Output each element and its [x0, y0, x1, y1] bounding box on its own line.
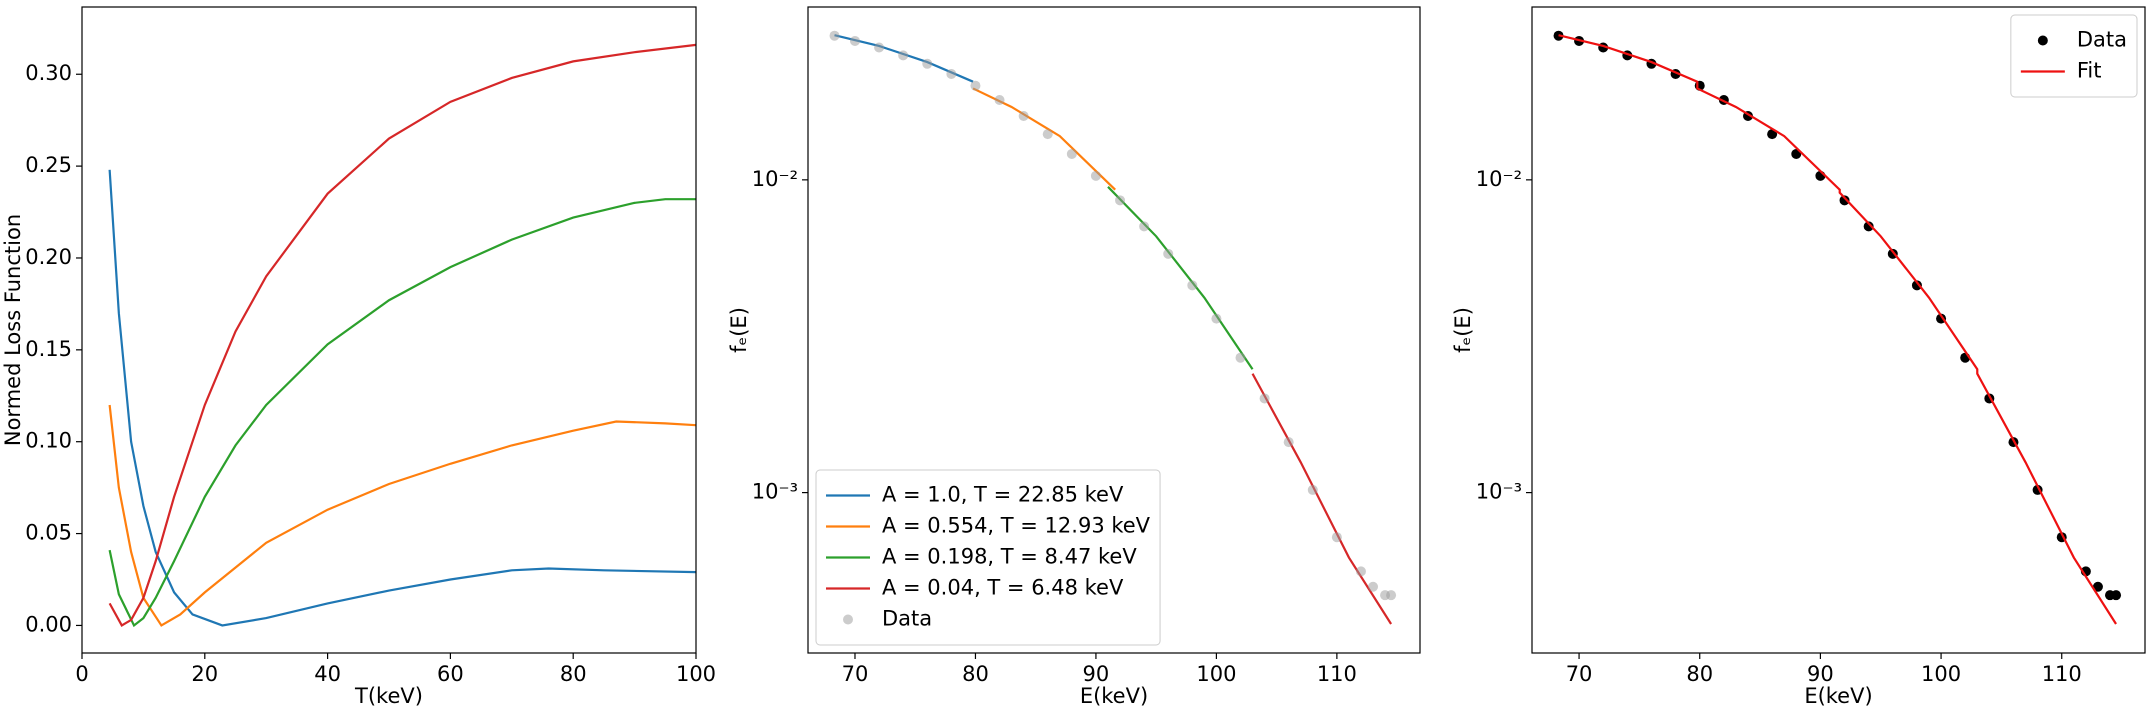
- x-tick-label: 110: [2042, 662, 2082, 686]
- legend-label: A = 0.554, T = 12.93 keV: [882, 514, 1151, 538]
- x-axis-label: T(keV): [354, 684, 423, 708]
- legend-box: [815, 469, 1161, 646]
- data-point: [1839, 195, 1850, 206]
- panel: 0 20 40 60 80 100 0.00 0.05 0.10 0.15 0.20 0.25 0.30…: [1, 6, 716, 708]
- series-line: [108, 198, 696, 628]
- series-line: [108, 404, 697, 627]
- data-point: [1187, 280, 1198, 291]
- x-tick-label: 100: [1921, 662, 1961, 686]
- data-point: [849, 35, 860, 46]
- y-tick-label: 10⁻³: [1476, 480, 1522, 504]
- legend-label: Data: [2077, 28, 2127, 52]
- y-tick-label: 0.30: [25, 61, 72, 85]
- x-tick-label: 90: [1083, 662, 1110, 686]
- data-point: [874, 42, 885, 53]
- y-tick-label: 10⁻²: [752, 167, 798, 191]
- y-tick-label: 0.25: [25, 153, 72, 177]
- y-tick-label: 10⁻³: [752, 480, 798, 504]
- data-point: [1066, 148, 1077, 159]
- legend-box: [2010, 14, 2138, 98]
- y-tick-label: 0.15: [25, 337, 72, 361]
- x-tick-label: 100: [1196, 662, 1236, 686]
- legend-label: Data: [882, 607, 932, 631]
- data-point: [1767, 129, 1778, 140]
- data-point: [994, 95, 1005, 106]
- x-tick-label: 90: [1807, 662, 1834, 686]
- y-tick-label: 0.10: [25, 429, 72, 453]
- legend-label: Fit: [2077, 59, 2102, 83]
- data-point: [829, 30, 840, 41]
- data-point: [1090, 170, 1101, 181]
- data-point: [1386, 590, 1397, 601]
- x-tick-label: 70: [842, 662, 869, 686]
- legend: Data Fit: [2010, 14, 2138, 98]
- panel: 70 80 90 100 110 10⁻² 10⁻³ E(keV) fₑ(E) A = 1.0, …: [727, 6, 1421, 708]
- legend-label: A = 0.04, T = 6.48 keV: [882, 576, 1124, 600]
- x-tick-label: 80: [1686, 662, 1713, 686]
- data-point: [2092, 581, 2103, 592]
- plot-frame: [1531, 6, 2146, 654]
- series-line: [1107, 186, 1254, 370]
- data-point: [1163, 248, 1174, 259]
- data-point: [1018, 111, 1029, 122]
- data-point: [946, 68, 957, 79]
- y-axis-label: fₑ(E): [727, 307, 751, 353]
- series-line: [108, 169, 697, 627]
- data-point: [1307, 484, 1318, 495]
- data-point: [1911, 280, 1922, 291]
- data-point: [1139, 221, 1150, 232]
- data-point: [898, 50, 909, 61]
- series-line: [972, 87, 1116, 191]
- data-point: [1235, 352, 1246, 363]
- x-tick-label: 70: [1566, 662, 1593, 686]
- data-point: [2111, 590, 2122, 601]
- series-line: [108, 43, 697, 627]
- data-point: [1211, 313, 1222, 324]
- data-point: [1283, 437, 1294, 448]
- y-axis-label: Normed Loss Function: [1, 214, 25, 446]
- legend-marker: [843, 614, 853, 625]
- y-tick-label: 0.05: [25, 521, 72, 545]
- data-point: [1259, 393, 1270, 404]
- data-point: [1863, 221, 1874, 232]
- legend-label: A = 0.198, T = 8.47 keV: [882, 545, 1137, 569]
- x-tick-label: 0: [75, 662, 88, 686]
- legend: A = 1.0, T = 22.85 keV A = 0.554, T = 12.…: [815, 469, 1161, 646]
- x-tick-label: 100: [676, 662, 716, 686]
- legend-label: A = 1.0, T = 22.85 keV: [882, 483, 1124, 507]
- data-point: [1115, 195, 1126, 206]
- x-axis-label: E(keV): [1080, 684, 1148, 708]
- legend-marker: [2037, 35, 2048, 46]
- data-point: [1042, 129, 1053, 140]
- x-tick-label: 80: [560, 662, 587, 686]
- x-tick-label: 40: [314, 662, 341, 686]
- x-tick-label: 20: [191, 662, 218, 686]
- plot-frame: [81, 6, 697, 654]
- y-tick-label: 10⁻²: [1476, 167, 1522, 191]
- x-axis-label: E(keV): [1804, 684, 1872, 708]
- data-point: [970, 80, 981, 91]
- y-tick-label: 0.00: [25, 612, 72, 636]
- panel: 70 80 90 100 110 10⁻² 10⁻³ E(keV) fₑ(E) Data Fit: [1451, 6, 2146, 708]
- data-point: [1368, 581, 1379, 592]
- data-point: [1355, 566, 1366, 577]
- data-point: [922, 58, 933, 69]
- data-point: [1331, 532, 1342, 543]
- series-line: [1558, 34, 2117, 625]
- y-axis-label: fₑ(E): [1451, 307, 1475, 353]
- x-tick-label: 60: [437, 662, 464, 686]
- x-tick-label: 110: [1317, 662, 1357, 686]
- plot-frame: [807, 6, 1421, 654]
- y-tick-label: 0.20: [25, 245, 72, 269]
- series-line: [1251, 373, 1393, 625]
- x-tick-label: 80: [962, 662, 989, 686]
